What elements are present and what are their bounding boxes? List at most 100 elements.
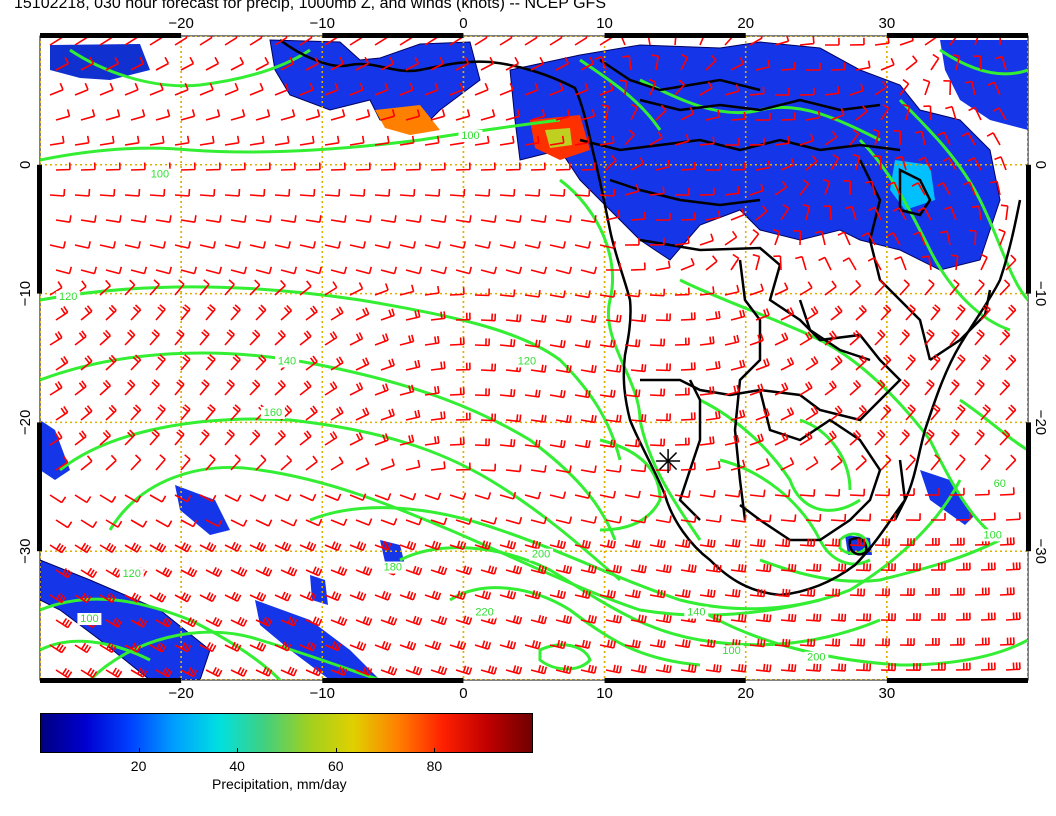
wind-barb: [455, 266, 473, 275]
wind-barb: [99, 542, 117, 553]
wind-barb: [380, 162, 396, 171]
wind-barb: [405, 359, 421, 371]
wind-barb: [124, 379, 136, 396]
wind-barb: [499, 82, 514, 96]
wind-barb: [530, 614, 548, 625]
wind-barb: [74, 241, 91, 249]
wind-barb: [968, 229, 977, 246]
wind-barb: [199, 241, 216, 249]
wind-barb: [224, 36, 238, 46]
wind-barb: [655, 363, 671, 372]
wind-barb: [530, 56, 545, 71]
wind-barb: [680, 412, 696, 421]
wind-barb: [655, 614, 672, 624]
wind-barb: [574, 241, 591, 249]
wind-barb: [380, 308, 395, 321]
wind-barb: [424, 82, 439, 96]
wind-barb: [955, 354, 966, 371]
wind-barb: [949, 329, 960, 346]
wind-barb: [355, 266, 373, 275]
wind-barb: [349, 382, 364, 396]
wind-barb: [474, 82, 489, 96]
wind-barb: [799, 381, 813, 396]
wind-barb: [174, 329, 185, 346]
wind-barb: [224, 188, 241, 197]
wind-barb: [174, 592, 192, 603]
wind-barb: [805, 563, 822, 572]
wind-barb: [80, 355, 93, 371]
wind-barb: [105, 454, 117, 471]
contour-label-bg: [514, 355, 539, 368]
wind-barb: [705, 410, 721, 421]
wind-barb: [274, 36, 288, 46]
wind-barb: [774, 36, 790, 46]
wind-barb: [455, 665, 473, 676]
axis-tick-bottom: [604, 678, 746, 683]
wind-barb: [124, 642, 142, 653]
colorbar-tick-mark: [434, 748, 436, 753]
wind-barb: [399, 135, 415, 146]
wind-barb: [780, 203, 790, 221]
wind-barb: [330, 456, 344, 471]
wind-barb: [174, 135, 190, 146]
wind-barb: [424, 188, 441, 197]
wind-barb: [780, 407, 795, 421]
wind-barb: [724, 84, 740, 96]
wind-barb: [480, 109, 496, 121]
wind-barb: [599, 639, 616, 649]
wind-barb: [424, 492, 442, 501]
wind-barb: [648, 78, 657, 96]
wind-barb: [405, 266, 423, 275]
wind-barb: [699, 386, 715, 396]
wind-barb: [774, 332, 789, 346]
wind-barb: [724, 230, 738, 246]
wind-barb: [749, 333, 764, 346]
contour-label-bg: [529, 548, 554, 561]
wind-barb: [605, 564, 622, 574]
wind-barb: [524, 389, 541, 398]
wind-barb: [280, 215, 297, 223]
wind-barb: [155, 354, 166, 371]
wind-barb: [830, 107, 845, 121]
wind-barb: [430, 411, 446, 421]
axis-tick-top: [604, 33, 746, 38]
wind-barb: [880, 404, 892, 421]
wind-barb: [80, 455, 93, 471]
wind-barb: [674, 36, 677, 46]
wind-barb: [199, 542, 217, 553]
wind-barb: [480, 665, 498, 675]
wind-barb: [905, 663, 921, 671]
wind-barb: [305, 109, 321, 121]
wind-barb: [824, 488, 841, 497]
wind-barb: [624, 639, 641, 649]
wind-barb: [399, 241, 416, 249]
wind-barb: [699, 36, 705, 46]
wind-barb: [55, 56, 70, 71]
wind-barb: [755, 613, 772, 623]
wind-barb: [80, 567, 98, 579]
wind-barb: [599, 589, 616, 599]
wind-barb: [380, 665, 398, 676]
wind-barb: [174, 279, 185, 296]
wind-barb: [922, 78, 931, 96]
wind-barb: [799, 489, 816, 497]
wind-barb: [230, 666, 248, 677]
wind-barb: [830, 405, 843, 421]
wind-barb: [624, 490, 641, 499]
wind-barb: [324, 641, 342, 652]
wind-barb: [174, 36, 188, 46]
wind-barb: [999, 487, 1015, 496]
wind-barb: [74, 330, 87, 346]
wind-barb: [55, 617, 73, 629]
wind-barb: [555, 564, 573, 575]
wind-barb: [699, 233, 714, 246]
wind-barb: [280, 304, 293, 321]
wind-barb: [299, 493, 317, 502]
wind-barb: [755, 563, 772, 573]
wind-barb: [849, 128, 860, 146]
wind-barb: [524, 339, 541, 348]
wind-barb: [849, 279, 862, 296]
wind-barb: [971, 205, 982, 221]
wind-barb: [405, 665, 423, 676]
wind-barb: [845, 205, 857, 221]
